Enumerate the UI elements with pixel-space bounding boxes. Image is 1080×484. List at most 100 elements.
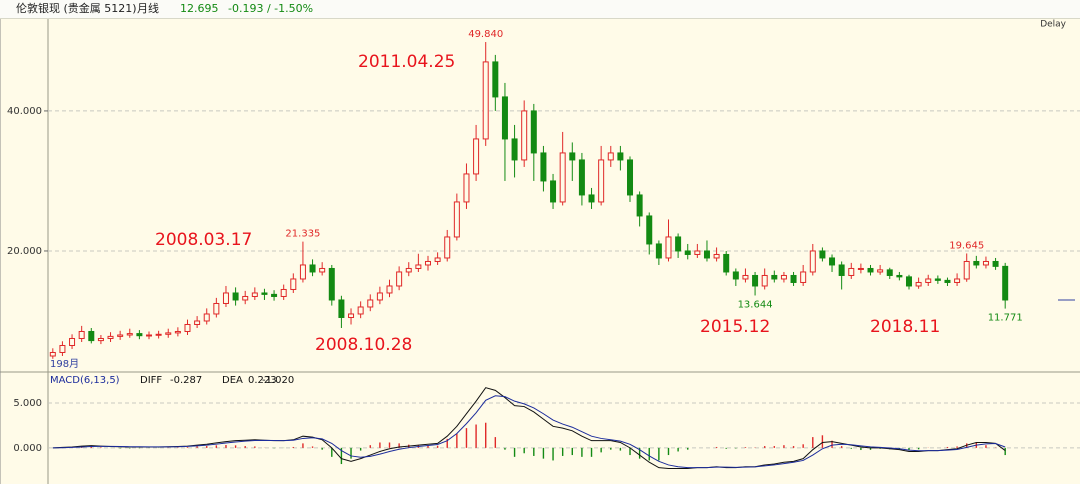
candle-body bbox=[357, 306, 364, 315]
macd-bar bbox=[254, 446, 256, 448]
macd-bar bbox=[571, 447, 573, 456]
macd-bar bbox=[792, 446, 795, 448]
candle-body bbox=[617, 152, 624, 161]
macd-bar bbox=[783, 445, 785, 448]
candle-body bbox=[944, 279, 951, 283]
candle-body bbox=[877, 269, 884, 273]
macd-bar bbox=[533, 447, 535, 456]
candle-body bbox=[732, 271, 739, 280]
price: 12.695 bbox=[180, 2, 219, 15]
macd-bar bbox=[465, 428, 468, 448]
candle-body bbox=[963, 260, 970, 280]
macd-bar bbox=[677, 447, 679, 452]
candle-body bbox=[886, 269, 893, 276]
candle-body bbox=[424, 260, 431, 266]
macd-bar bbox=[850, 447, 852, 449]
macd-bar bbox=[100, 447, 102, 448]
period[interactable]: 月线 bbox=[137, 2, 159, 15]
candle-body bbox=[69, 337, 76, 346]
candle-body bbox=[607, 152, 614, 161]
extreme-label: 11.771 bbox=[988, 313, 1023, 324]
candle-body bbox=[1002, 265, 1009, 301]
candle-body bbox=[867, 267, 874, 273]
indicator-title: MACD(6,13,5) bbox=[50, 375, 120, 386]
candle-body bbox=[492, 61, 499, 98]
candle-body bbox=[405, 267, 412, 273]
candle-body bbox=[309, 264, 316, 273]
macd-bar bbox=[638, 447, 641, 459]
macd-bar bbox=[658, 447, 660, 461]
macd-bar bbox=[504, 447, 506, 450]
macd-bar bbox=[687, 447, 689, 450]
candle-body bbox=[453, 201, 460, 238]
macd-bar bbox=[513, 447, 516, 457]
candle-body bbox=[896, 274, 903, 278]
candle-body bbox=[338, 299, 345, 318]
candle-body bbox=[790, 274, 797, 283]
candle-body bbox=[136, 333, 143, 337]
macd-bar bbox=[908, 447, 910, 451]
candle-body bbox=[675, 236, 682, 252]
candle-body bbox=[184, 323, 191, 332]
candle-body bbox=[222, 292, 229, 304]
candle-body bbox=[107, 335, 114, 339]
legend-name: DEA bbox=[222, 375, 243, 386]
macd-bar bbox=[215, 445, 218, 448]
macd-bar bbox=[860, 447, 862, 451]
candle-body bbox=[713, 253, 720, 259]
candle-body bbox=[367, 299, 374, 308]
candle-body bbox=[703, 250, 710, 259]
candle-body bbox=[780, 274, 787, 280]
macd-bar bbox=[369, 445, 371, 448]
macd-bar bbox=[340, 447, 343, 465]
candle-body bbox=[511, 138, 518, 161]
candle-body bbox=[819, 250, 826, 259]
candle-body bbox=[636, 194, 643, 217]
candle-body bbox=[559, 152, 566, 203]
macd-bar bbox=[427, 445, 429, 448]
candle-body bbox=[117, 334, 124, 337]
macd-bar bbox=[388, 442, 391, 448]
candle-body bbox=[665, 236, 672, 259]
macd-bar bbox=[840, 446, 843, 448]
macd-bar bbox=[648, 447, 650, 461]
macd-bar bbox=[119, 447, 121, 449]
candle-body bbox=[203, 313, 210, 322]
macd-bar bbox=[350, 447, 352, 459]
macd-bar bbox=[321, 447, 323, 450]
candle-body bbox=[925, 278, 932, 283]
candle-body bbox=[857, 267, 864, 270]
candle-body bbox=[348, 313, 355, 318]
delay-label: Delay bbox=[1040, 20, 1066, 30]
macd-bar bbox=[225, 444, 227, 448]
candle-body bbox=[146, 334, 153, 337]
candle-body bbox=[88, 330, 95, 342]
candle-body bbox=[242, 295, 249, 301]
candle-body bbox=[521, 110, 528, 161]
date-annotation: 2008.10.28 bbox=[315, 335, 412, 355]
macd-bar bbox=[292, 446, 295, 448]
candle-body bbox=[578, 159, 585, 196]
extreme-label: 49.840 bbox=[468, 29, 503, 40]
legend-name: DIFF bbox=[140, 375, 162, 386]
candle-body bbox=[752, 274, 759, 287]
macd-bar bbox=[619, 447, 622, 451]
macd-bar bbox=[725, 447, 727, 449]
macd-bar bbox=[523, 447, 525, 454]
date-annotation: 2015.12 bbox=[700, 317, 770, 337]
macd-bar bbox=[446, 438, 448, 448]
candle-body bbox=[655, 243, 662, 259]
macd-bar bbox=[206, 446, 208, 448]
candle-body bbox=[290, 278, 297, 290]
macd-bar bbox=[379, 442, 381, 448]
candle-body bbox=[319, 267, 326, 273]
macd-bar bbox=[812, 437, 814, 448]
candle-body bbox=[569, 152, 576, 161]
macd-bar bbox=[744, 447, 747, 448]
macd-bar bbox=[581, 447, 583, 457]
candle-body bbox=[328, 267, 335, 301]
macd-bar bbox=[331, 447, 333, 457]
macd-bar bbox=[917, 447, 920, 450]
macd-bar bbox=[552, 447, 554, 461]
